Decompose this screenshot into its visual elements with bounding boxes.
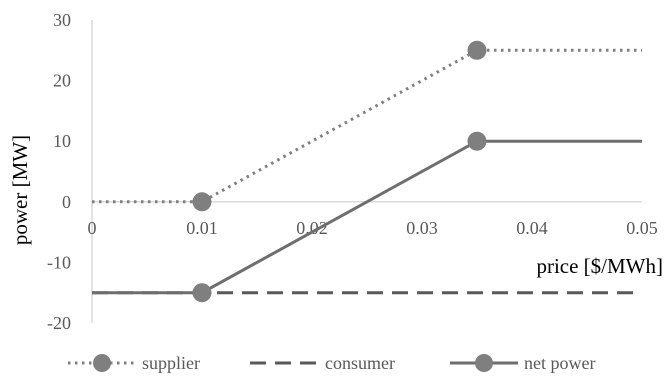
x-tick-label: 0.01 <box>186 218 218 238</box>
data-point-supplier <box>192 192 212 212</box>
y-tick-label: 10 <box>53 131 71 151</box>
series-line-supplier <box>92 48 642 204</box>
x-tick-labels: 0 0.01 0.02 0.03 0.04 0.05 <box>88 218 658 238</box>
x-tick-label: 0 <box>88 218 97 238</box>
x-tick-label: 0.02 <box>296 218 328 238</box>
data-point-net-power <box>467 131 487 151</box>
legend-item-consumer: consumer <box>250 353 395 373</box>
legend-item-net-power: net power <box>450 353 595 373</box>
legend: supplier consumer net power <box>68 353 595 373</box>
legend-marker-supplier <box>93 354 111 372</box>
y-tick-label: 30 <box>53 10 71 30</box>
x-tick-label: 0.04 <box>516 218 548 238</box>
series-line-net-power <box>92 139 642 295</box>
x-tick-label: 0.05 <box>626 218 658 238</box>
y-tick-labels: 30 20 10 0 -10 -20 <box>47 10 71 333</box>
legend-item-supplier: supplier <box>68 353 200 373</box>
series-layer <box>92 40 642 303</box>
x-tick-label: 0.03 <box>406 218 438 238</box>
legend-label: consumer <box>325 353 395 373</box>
y-tick-label: 20 <box>53 71 71 91</box>
y-tick-label: 0 <box>62 192 71 212</box>
legend-label: net power <box>524 353 595 373</box>
legend-marker-net-power <box>475 354 493 372</box>
data-point-supplier <box>467 40 487 60</box>
y-tick-label: -10 <box>47 252 71 272</box>
legend-label: supplier <box>142 353 200 373</box>
x-axis-title: price [$/MWh] <box>536 254 663 278</box>
y-tick-label: -20 <box>47 313 71 333</box>
y-axis-title: power [MW] <box>8 135 32 245</box>
data-point-net-power <box>192 283 212 303</box>
